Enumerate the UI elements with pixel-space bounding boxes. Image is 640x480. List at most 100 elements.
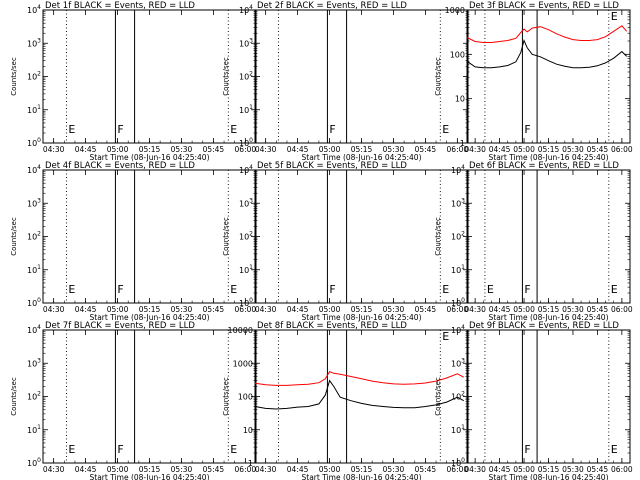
marker-label: E	[442, 330, 449, 343]
y-tick-label: 102	[239, 71, 253, 82]
panel-det-8: Det 8f BLACK = Events, RED = LLD 1 10 100 10…	[222, 321, 469, 480]
x-tick-label: 05:15	[139, 145, 161, 154]
x-tick-label: 05:45	[587, 145, 609, 154]
x-tick-label: 06:00	[235, 465, 257, 474]
x-tick-label: 05:30	[383, 145, 405, 154]
x-tick-label: 05:15	[538, 305, 560, 314]
x-tick-label: 05:00	[513, 305, 535, 314]
marker-label: E	[68, 283, 75, 296]
marker-label: E	[68, 443, 75, 456]
panel-det-6: Det 6f BLACK = Events, RED = LLD 100 101 10…	[434, 161, 633, 322]
x-tick-label: 06:00	[235, 145, 257, 154]
y-tick-label: 103	[451, 357, 465, 368]
marker-label: F	[117, 123, 123, 136]
y-tick-label: 103	[27, 197, 41, 208]
y-tick-label: 102	[451, 231, 465, 242]
x-tick-label: 04:45	[287, 305, 309, 314]
y-tick-label: 100	[450, 50, 465, 59]
x-tick-label: 05:30	[562, 145, 584, 154]
x-tick-label: 06:00	[611, 305, 633, 314]
panel-title: Det 2f BLACK = Events, RED = LLD	[257, 1, 407, 11]
marker-label: F	[329, 123, 335, 136]
panel-title: Det 9f BLACK = Events, RED = LLD	[469, 321, 619, 331]
panel-det-7: Det 7f BLACK = Events, RED = LLD10010110…	[10, 321, 257, 480]
y-tick-label: 10	[455, 95, 465, 104]
x-axis-label: Start Time (08-Jun-16 04:25:40)	[90, 473, 210, 480]
panel-title: Det 6f BLACK = Events, RED = LLD	[469, 161, 619, 171]
y-tick-label: 100	[451, 297, 465, 308]
x-tick-label: 05:15	[139, 465, 161, 474]
x-tick-label: 04:30	[43, 305, 65, 314]
y-tick-label: 100	[239, 137, 253, 148]
panel-det-1: Det 1f BLACK = Events, RED = LLD 100 101 10…	[10, 1, 257, 162]
y-tick-label: 102	[27, 391, 41, 402]
y-tick-label: 102	[451, 391, 465, 402]
x-axis-label: Start Time (08-Jun-16 04:25:40)	[302, 153, 422, 162]
x-tick-label: 04:30	[255, 465, 277, 474]
panel-title: Det 8f BLACK = Events, RED = LLD	[257, 321, 407, 331]
y-tick-label: 1000	[233, 359, 253, 368]
marker-label: E	[230, 443, 237, 456]
x-tick-label: 04:45	[287, 145, 309, 154]
y-tick-label: 101	[451, 264, 465, 275]
panel-det-2: Det 2f BLACK = Events, RED = LLD10010110…	[222, 1, 469, 162]
panel-det-5: Det 5f BLACK = Events, RED = LLD 100 101 10…	[222, 161, 469, 322]
y-tick-label: 100	[451, 457, 465, 468]
panel-det-4: Det 4f BLACK = Events, RED = LLD 100 101 10…	[10, 161, 257, 322]
lld-series-line	[466, 25, 628, 43]
marker-label: F	[117, 283, 123, 296]
x-tick-label: 05:45	[203, 465, 225, 474]
y-tick-label: 101	[27, 424, 41, 435]
plot-frame	[466, 329, 631, 464]
x-axis-label: Start Time (08-Jun-16 04:25:40)	[302, 473, 422, 480]
x-tick-label: 05:30	[562, 465, 584, 474]
marker-label: E	[230, 283, 237, 296]
x-tick-label: 04:45	[489, 465, 511, 474]
x-tick-label: 06:00	[235, 305, 257, 314]
x-tick-label: 05:30	[171, 145, 193, 154]
y-tick-label: 101	[27, 104, 41, 115]
y-axis-label: Counts/sec	[10, 217, 18, 256]
x-tick-label: 05:00	[107, 465, 129, 474]
y-tick-label: 104	[451, 164, 465, 175]
y-axis-label: Counts/sec	[434, 57, 442, 96]
x-tick-label: 05:15	[351, 465, 373, 474]
marker-label: F	[524, 443, 530, 456]
panel-det-9: Det 9f BLACK = Events, RED = LLD 100 101 10…	[434, 321, 633, 480]
x-tick-label: 06:00	[611, 465, 633, 474]
x-tick-label: 04:45	[75, 145, 97, 154]
y-tick-label: 102	[27, 231, 41, 242]
y-tick-label: 103	[451, 197, 465, 208]
x-tick-label: 04:30	[255, 305, 277, 314]
x-tick-label: 05:30	[562, 305, 584, 314]
y-tick-label: 103	[27, 37, 41, 48]
marker-label: E	[611, 443, 618, 456]
x-tick-label: 04:45	[489, 145, 511, 154]
x-tick-label: 05:45	[587, 465, 609, 474]
x-tick-label: 05:15	[139, 305, 161, 314]
panel-title: Det 3f BLACK = Events, RED = LLD	[469, 1, 619, 11]
y-axis-label: Counts/sec	[434, 217, 442, 256]
y-tick-label: 104	[451, 324, 465, 335]
marker-label: F	[524, 283, 530, 296]
x-tick-label: 05:00	[513, 465, 535, 474]
marker-label: E	[611, 283, 618, 296]
y-tick-label: 104	[239, 4, 253, 15]
x-axis-label: Start Time (08-Jun-16 04:25:40)	[489, 473, 609, 480]
y-axis-label: Counts/sec	[434, 377, 442, 416]
x-axis-label: Start Time (08-Jun-16 04:25:40)	[90, 313, 210, 322]
x-tick-label: 05:45	[203, 145, 225, 154]
x-tick-label: 05:00	[319, 305, 341, 314]
lld-series-line	[254, 370, 464, 386]
x-tick-label: 05:15	[351, 145, 373, 154]
x-tick-label: 05:00	[319, 465, 341, 474]
y-tick-label: 104	[27, 4, 41, 15]
marker-label: E	[611, 10, 618, 23]
marker-label: E	[230, 123, 237, 136]
events-series-line	[466, 39, 628, 69]
x-tick-label: 05:30	[383, 465, 405, 474]
panel-title: Det 5f BLACK = Events, RED = LLD	[257, 161, 407, 171]
y-axis-label: Counts/sec	[222, 377, 230, 416]
y-tick-label: 100	[239, 297, 253, 308]
y-axis-label: Counts/sec	[10, 377, 18, 416]
